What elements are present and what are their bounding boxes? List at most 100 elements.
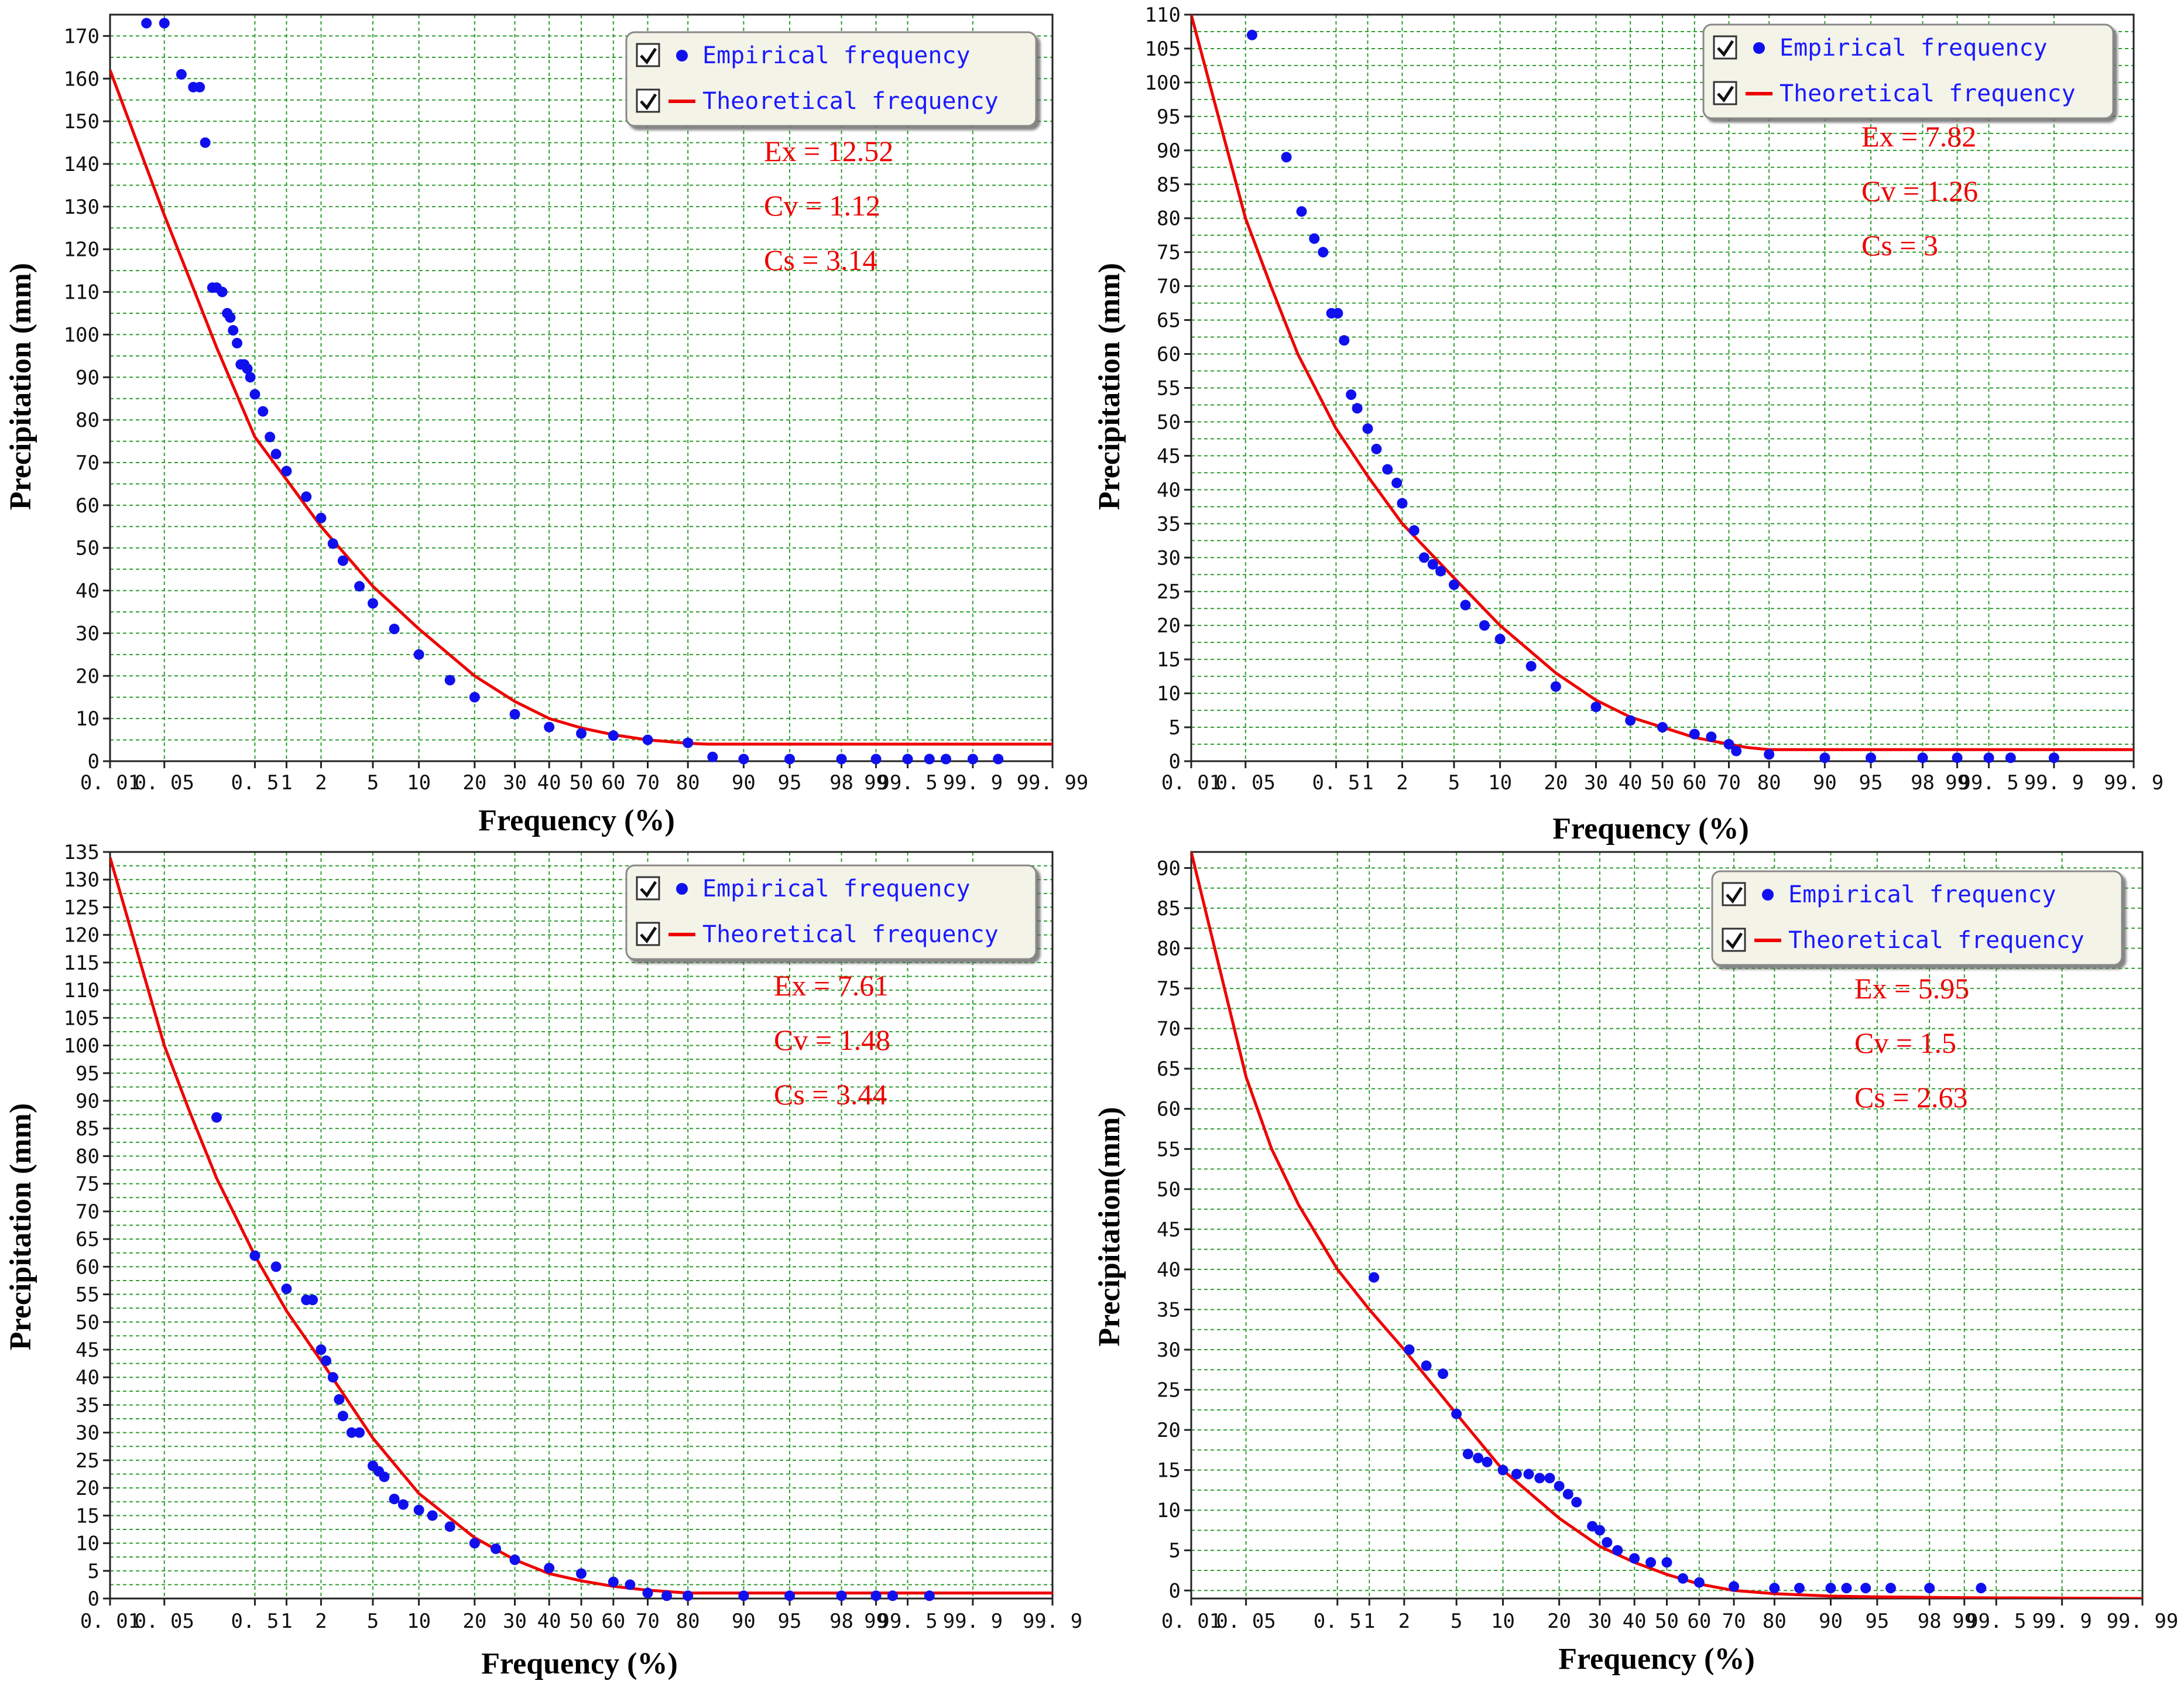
legend-item-empirical[interactable]: Empirical frequency [636,875,971,902]
y-tick-label: 50 [76,537,100,560]
empirical-point [217,286,228,297]
empirical-point [1550,681,1561,692]
empirical-point [1917,752,1928,764]
y-tick-label: 20 [76,665,100,688]
legend-item-theoretical[interactable]: Theoretical frequency [1713,80,2076,107]
empirical-point [337,1411,348,1422]
y-axis-label: Precipitation (mm) [1093,263,1126,510]
y-tick-label: 70 [76,1200,100,1224]
empirical-point [1677,1573,1688,1584]
empirical-point [1625,715,1636,726]
y-tick-label: 90 [1157,139,1181,163]
empirical-point [337,555,348,566]
y-tick-label: 170 [64,25,100,48]
y-tick-label: 35 [76,1394,100,1417]
y-tick-label: 90 [76,366,100,389]
empirical-point [389,624,400,635]
y-tick-label: 30 [76,622,100,645]
x-tick-label: 70 [1722,1610,1746,1633]
y-tick-label: 85 [1157,173,1181,197]
y-tick-label: 0 [1169,750,1181,773]
empirical-point [661,1590,672,1601]
legend-item-empirical[interactable]: Empirical frequency [636,42,971,69]
x-tick-label: 0. 5 [231,771,279,795]
legend-item-empirical[interactable]: Empirical frequency [1713,35,2048,61]
empirical-point [967,754,978,765]
x-tick-label: 99. 5 [877,771,937,795]
empirical-point [176,69,187,80]
stat-cv: Cv = 1.48 [774,1024,890,1056]
y-tick-label: 110 [64,979,100,1002]
empirical-point [1462,1449,1473,1460]
x-tick-label: 99. 9 [943,771,1003,795]
empirical-point [321,1355,332,1366]
x-tick-label: 10 [1488,771,1512,795]
empirical-point [940,754,951,765]
y-tick-label: 135 [64,841,100,864]
empirical-point [544,721,555,733]
empirical-point [249,1250,260,1261]
empirical-point [228,325,239,336]
empirical-point [1645,1557,1657,1568]
y-axis-label: Precipitation(mm) [1093,1107,1126,1346]
legend-checkbox[interactable] [1722,882,1746,906]
x-tick-label: 99. 9 [2104,771,2164,795]
y-tick-label: 50 [1157,1178,1181,1202]
legend-checkbox[interactable] [1713,35,1737,60]
empirical-point [1729,1581,1740,1592]
empirical-point [327,1372,338,1383]
x-tick-label: 99. 9 [1023,1610,1082,1633]
legend: Empirical frequency Theoretical frequency [1702,23,2114,119]
x-tick-label: 95 [1859,771,1883,795]
legend-label: Empirical frequency [1780,35,2048,61]
legend-item-theoretical[interactable]: Theoretical frequency [636,88,999,115]
empirical-point [1346,389,1357,401]
legend-label: Empirical frequency [702,875,971,902]
empirical-point [354,1427,365,1438]
legend-checkbox[interactable] [636,922,660,946]
empirical-point [1309,233,1320,244]
empirical-point [1369,1272,1380,1283]
empirical-point [1841,1583,1852,1594]
y-tick-label: 20 [76,1477,100,1500]
y-tick-label: 90 [1157,857,1181,880]
legend-item-theoretical[interactable]: Theoretical frequency [636,921,999,948]
x-tick-label: 10 [407,771,431,795]
empirical-point [413,649,424,660]
y-tick-label: 130 [64,196,100,219]
y-tick-label: 55 [1157,377,1181,401]
x-tick-label: 50 [570,1610,594,1633]
empirical-point [367,598,378,609]
empirical-point [307,1295,318,1305]
legend-item-empirical[interactable]: Empirical frequency [1722,881,2056,908]
empirical-point [1418,552,1429,563]
x-tick-label: 0. 5 [1314,1610,1362,1633]
legend-box [625,864,1037,960]
x-tick-label: 90 [732,771,756,795]
legend-checkbox[interactable] [1722,927,1746,952]
check-icon [1717,40,1734,57]
empirical-point [225,312,236,323]
empirical-point [249,389,260,400]
x-tick-label: 99 [1945,771,1969,795]
empirical-point [1689,728,1700,740]
empirical-point [1408,525,1420,536]
empirical-point [1371,443,1382,454]
x-tick-label: 10 [1491,1610,1515,1633]
y-tick-label: 120 [64,238,100,262]
x-tick-label: 98 [829,1610,853,1633]
legend: Empirical frequency Theoretical frequency [625,31,1037,127]
empirical-point [1451,1408,1462,1419]
empirical-point [346,1427,357,1438]
empirical-point [1885,1583,1896,1594]
empirical-point [1246,29,1257,40]
x-axis-label: Frequency (%) [481,1647,678,1680]
legend-item-theoretical[interactable]: Theoretical frequency [1722,927,2084,954]
x-tick-label: 60 [601,1610,625,1633]
empirical-point [1602,1537,1613,1548]
x-tick-label: 30 [1588,1610,1612,1633]
empirical-point [1723,739,1734,750]
empirical-point [1819,752,1830,764]
empirical-point [887,1590,898,1601]
